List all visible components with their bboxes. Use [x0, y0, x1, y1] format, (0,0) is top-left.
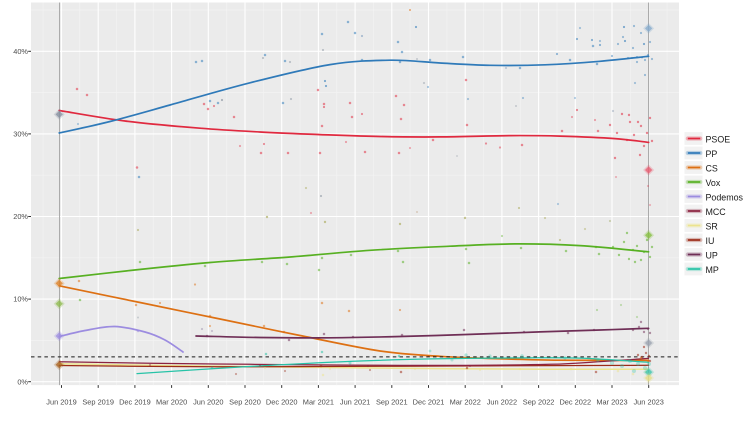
svg-text:Sep 2022: Sep 2022 — [523, 398, 555, 407]
svg-text:Dec 2020: Dec 2020 — [266, 398, 298, 407]
svg-text:40%: 40% — [13, 47, 28, 56]
svg-text:0%: 0% — [17, 377, 28, 386]
svg-text:30%: 30% — [13, 130, 28, 139]
svg-text:PP: PP — [706, 149, 718, 159]
svg-text:Jun 2020: Jun 2020 — [193, 398, 223, 407]
svg-text:UP: UP — [706, 251, 718, 261]
svg-text:Mar 2022: Mar 2022 — [450, 398, 481, 407]
svg-text:CS: CS — [706, 164, 718, 174]
svg-text:Vox: Vox — [706, 178, 721, 188]
svg-text:Jun 2019: Jun 2019 — [46, 398, 76, 407]
svg-text:SR: SR — [706, 222, 718, 232]
svg-text:Podemos: Podemos — [706, 193, 744, 203]
svg-text:Jun 2023: Jun 2023 — [633, 398, 663, 407]
svg-text:20%: 20% — [13, 212, 28, 221]
svg-text:Dec 2021: Dec 2021 — [413, 398, 445, 407]
svg-text:Sep 2020: Sep 2020 — [229, 398, 261, 407]
svg-text:Dec 2019: Dec 2019 — [119, 398, 151, 407]
svg-text:MP: MP — [706, 265, 719, 275]
svg-text:Sep 2019: Sep 2019 — [82, 398, 114, 407]
svg-text:IU: IU — [706, 236, 715, 246]
svg-text:Jun 2022: Jun 2022 — [487, 398, 517, 407]
svg-text:Mar 2020: Mar 2020 — [156, 398, 187, 407]
svg-text:10%: 10% — [13, 295, 28, 304]
svg-text:MCC: MCC — [706, 207, 727, 217]
svg-text:Mar 2021: Mar 2021 — [303, 398, 334, 407]
svg-text:PSOE: PSOE — [706, 135, 731, 145]
svg-text:Sep 2021: Sep 2021 — [376, 398, 408, 407]
svg-text:Mar 2023: Mar 2023 — [596, 398, 627, 407]
svg-text:Jun 2021: Jun 2021 — [340, 398, 370, 407]
svg-text:Dec 2022: Dec 2022 — [559, 398, 591, 407]
